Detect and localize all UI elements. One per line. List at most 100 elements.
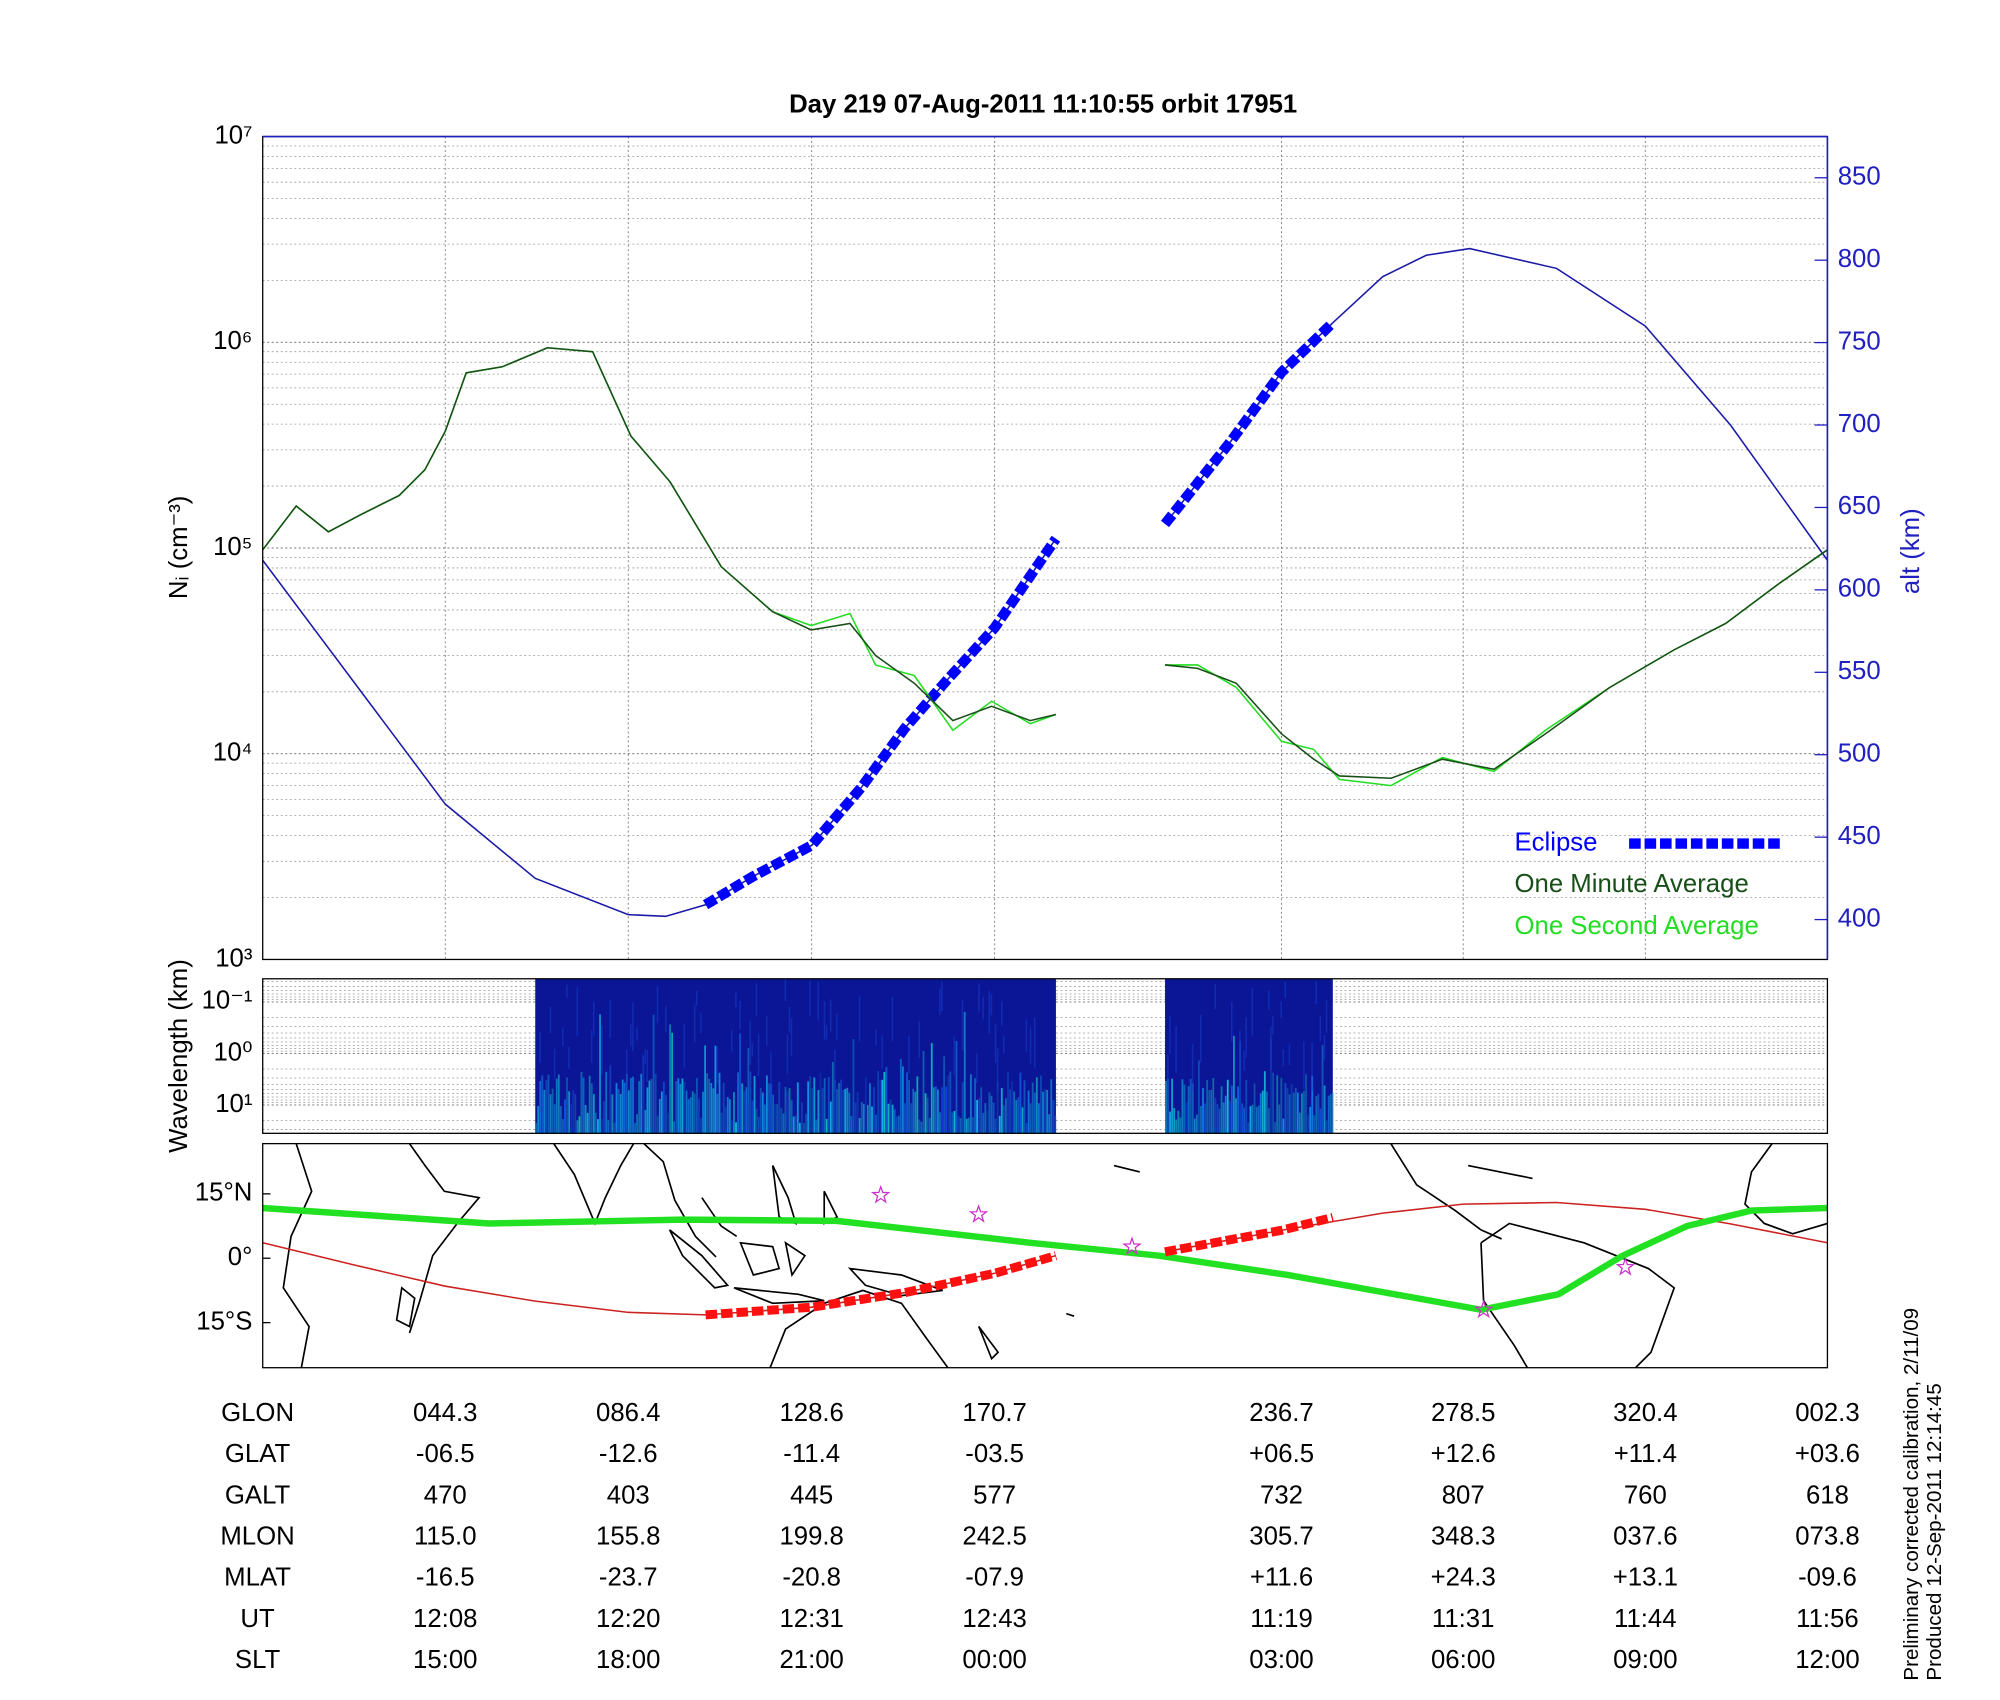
spectrogram-texture <box>745 1087 748 1134</box>
spectrogram-texture <box>908 1080 910 1134</box>
spectrogram-texture <box>850 1115 853 1134</box>
spectrogram-texture <box>887 1103 890 1134</box>
table-cell: +24.3 <box>1431 1564 1496 1592</box>
spectrogram-texture <box>955 1040 958 1134</box>
table-cell: 618 <box>1806 1481 1849 1509</box>
y2-tick-label: 800 <box>1838 245 1881 273</box>
table-cell: -20.8 <box>782 1564 841 1592</box>
spectrogram-texture <box>963 1012 966 1134</box>
spectrogram-texture <box>675 1081 678 1134</box>
spectrogram-texture <box>844 1088 847 1134</box>
coastline <box>643 1143 738 1258</box>
spectrogram-texture <box>1167 1054 1169 1095</box>
spectrogram-texture <box>1048 1114 1051 1134</box>
spectrogram-texture <box>1329 1094 1332 1134</box>
spectrogram-texture <box>1237 1086 1239 1134</box>
spectrogram-texture <box>1301 1093 1303 1134</box>
spectrogram-texture <box>588 1075 591 1134</box>
star-marker <box>1473 1299 1494 1319</box>
y2-tick-label: 450 <box>1838 822 1881 850</box>
spectrogram-texture <box>625 1049 628 1094</box>
spectrogram-texture <box>599 1014 601 1134</box>
spectrogram-texture <box>1263 1071 1266 1134</box>
spectrogram-texture <box>658 1098 661 1134</box>
spectrogram-texture <box>632 1002 634 1052</box>
spectrogram-texture <box>1280 1077 1283 1134</box>
spectrogram-texture <box>1167 1078 1169 1134</box>
table-cell: 128.6 <box>779 1399 843 1427</box>
spectrogram-texture <box>722 1082 725 1134</box>
spectrogram-texture <box>615 1082 618 1134</box>
spectrogram-texture <box>700 1117 702 1134</box>
spectrogram-texture <box>1222 1102 1225 1134</box>
spectrogram-texture <box>716 1045 719 1084</box>
spectrogram-texture <box>609 1065 612 1134</box>
spectrogram-texture <box>1181 1079 1184 1134</box>
spectrogram-texture <box>982 1112 985 1134</box>
spectrogram-texture <box>1272 1072 1274 1134</box>
spectrogram-texture <box>817 1089 820 1134</box>
star-marker <box>1122 1236 1142 1256</box>
table-cell: +06.5 <box>1249 1440 1314 1468</box>
spectrogram-texture <box>1007 1072 1009 1134</box>
spectrogram-texture <box>932 1087 935 1134</box>
spectrogram-texture <box>770 1083 772 1134</box>
spectrogram-texture <box>592 1094 595 1134</box>
spectrogram-texture <box>772 1094 775 1134</box>
spectrogram-texture <box>1270 1038 1272 1134</box>
spectrogram-texture <box>695 990 698 1006</box>
table-cell: 06:00 <box>1431 1646 1495 1674</box>
spectrogram-texture <box>792 1116 795 1134</box>
y2-tick-label: 750 <box>1838 327 1881 355</box>
spectrogram-texture <box>834 1049 836 1091</box>
spectrogram-texture <box>537 1106 540 1134</box>
series-line <box>262 247 1829 918</box>
spectrogram-texture <box>1313 1115 1316 1134</box>
spectrogram-texture <box>632 1076 634 1134</box>
spectrogram-texture <box>757 1034 760 1076</box>
spectrogram-texture <box>1054 1115 1057 1134</box>
spectrogram-texture <box>1029 1103 1032 1134</box>
spectrogram-texture <box>782 1113 785 1134</box>
spectrogram-texture <box>1002 1105 1005 1134</box>
spectrogram-texture <box>642 1055 645 1134</box>
table-cell: -07.9 <box>965 1564 1024 1592</box>
spectrogram-texture <box>708 1078 711 1134</box>
spectrogram-texture <box>1305 1074 1307 1134</box>
spectrogram-texture <box>856 1092 859 1134</box>
spectrogram-texture <box>957 1116 960 1134</box>
spectrogram-texture <box>1243 1107 1246 1134</box>
legend-label: Eclipse <box>1514 828 1597 856</box>
table-cell: 00:00 <box>962 1646 1026 1674</box>
spectrogram-texture <box>776 1103 779 1134</box>
spectrogram-texture <box>543 1089 546 1134</box>
spectrogram-texture <box>788 1007 791 1033</box>
spectrogram-texture <box>1218 1108 1221 1134</box>
spectrogram-texture <box>877 1071 880 1134</box>
spectrogram-texture <box>871 1106 873 1134</box>
spectrogram-texture <box>1280 1001 1282 1018</box>
spectrogram-texture <box>988 990 991 1034</box>
series-line <box>702 319 1337 910</box>
spectrogram-texture <box>766 1015 768 1046</box>
plot-frame <box>262 1142 1829 1369</box>
spectrogram-texture <box>617 1088 620 1134</box>
spectrogram-texture <box>1189 1078 1192 1134</box>
table-cell: 470 <box>424 1481 467 1509</box>
spectrogram-texture <box>621 1079 624 1134</box>
table-cell: 242.5 <box>962 1522 1026 1550</box>
spectrogram-texture <box>858 996 861 1042</box>
spectrogram-texture <box>794 1115 797 1134</box>
spectrogram-texture <box>766 1075 768 1134</box>
spectrogram-texture <box>1294 1087 1297 1134</box>
spectrogram-texture <box>829 999 832 1032</box>
spectrogram-texture <box>854 1102 857 1134</box>
y2-tick-label: 550 <box>1838 657 1881 685</box>
coastline <box>977 1164 1140 1361</box>
spectrogram-texture <box>1315 981 1317 1005</box>
spectrogram-texture <box>1230 1085 1233 1134</box>
series-line <box>262 346 1828 780</box>
row-label: GALT <box>225 1481 291 1509</box>
spectrogram-texture <box>803 1122 805 1134</box>
spectrogram-texture <box>539 1080 542 1134</box>
